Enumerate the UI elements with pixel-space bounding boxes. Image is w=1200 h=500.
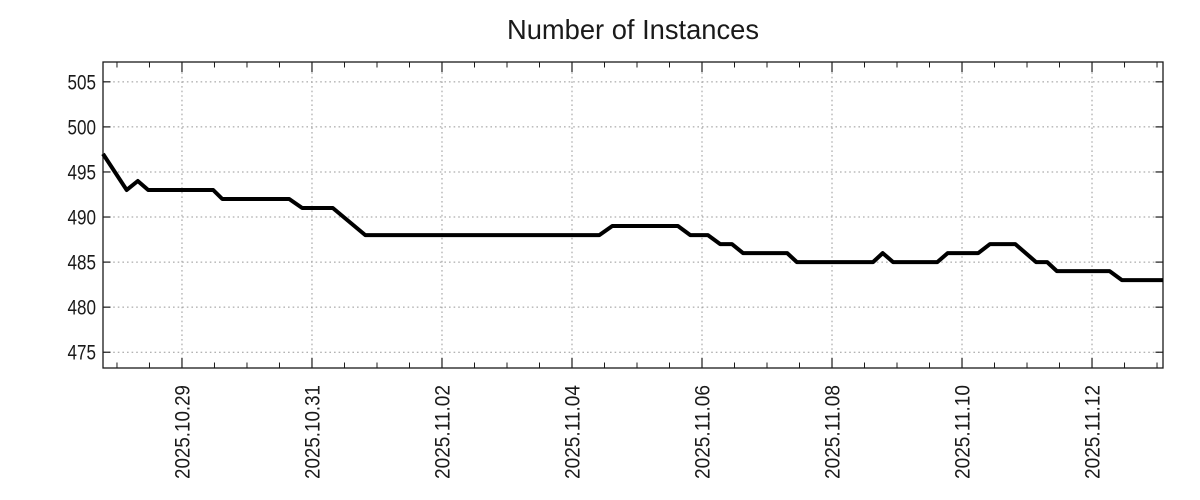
y-tick-label: 490 bbox=[68, 207, 97, 230]
chart-title: Number of Instances bbox=[507, 14, 759, 45]
x-tick-label: 2025.10.31 bbox=[301, 385, 324, 479]
y-tick-label: 475 bbox=[68, 342, 97, 365]
y-tick-label: 480 bbox=[68, 297, 97, 320]
axes-and-ticks bbox=[102, 61, 1164, 369]
plot-border bbox=[102, 61, 1164, 369]
y-tick-label: 495 bbox=[68, 161, 97, 184]
y-tick-label: 485 bbox=[68, 252, 97, 275]
x-tick-label: 2025.11.04 bbox=[561, 385, 584, 479]
y-tick-label: 500 bbox=[68, 116, 97, 139]
x-tick-label: 2025.10.29 bbox=[171, 385, 194, 479]
y-tick-label: 505 bbox=[68, 71, 97, 94]
x-tick-label: 2025.11.12 bbox=[1082, 385, 1105, 479]
axis-tick-labels: 475 480 485 490 495 500 505 2025.10.29 2025.10.3… bbox=[68, 71, 1105, 479]
x-tick-label: 2025.11.10 bbox=[952, 385, 975, 479]
gridlines bbox=[104, 63, 1162, 367]
series-instances bbox=[101, 152, 1163, 283]
x-tick-label: 2025.11.06 bbox=[692, 385, 715, 479]
x-tick-label: 2025.11.02 bbox=[431, 385, 454, 479]
x-tick-label: 2025.11.08 bbox=[822, 385, 845, 479]
data-series bbox=[101, 152, 1163, 283]
